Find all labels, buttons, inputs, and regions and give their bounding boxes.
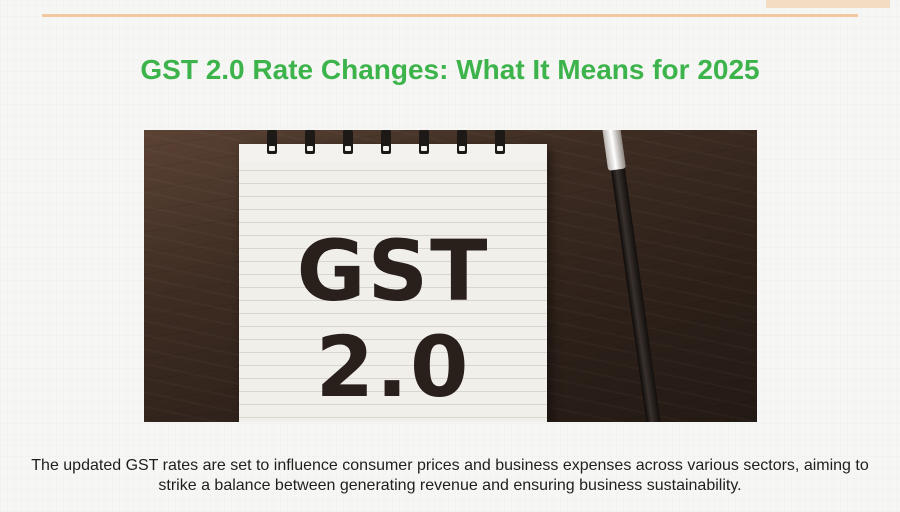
spiral-ring (343, 130, 353, 154)
spiral-ring (381, 130, 391, 154)
spiral-ring (419, 130, 429, 154)
article-caption: The updated GST rates are set to influen… (31, 457, 869, 494)
notepad: GST 2.0 (239, 130, 547, 422)
spiral-ring (495, 130, 505, 154)
notepad-text-gst: GST (296, 222, 490, 320)
spiral-ring (305, 130, 315, 154)
corner-tab (766, 0, 890, 8)
notepad-header (239, 144, 547, 162)
article-title: GST 2.0 Rate Changes: What It Means for … (140, 54, 760, 85)
spiral-ring (267, 130, 277, 154)
hero-image: GST 2.0 (144, 130, 757, 422)
header-divider (42, 14, 858, 17)
notepad-text-version: 2.0 (315, 318, 471, 416)
spiral-ring (457, 130, 467, 154)
